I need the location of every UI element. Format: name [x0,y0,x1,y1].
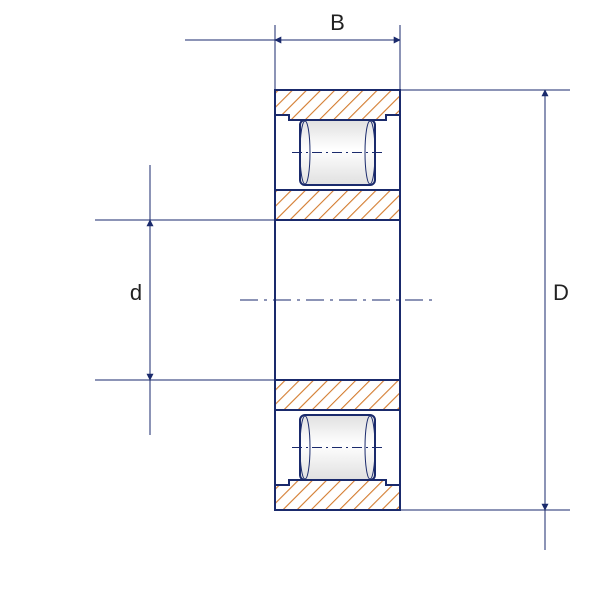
outer-ring-top [275,90,400,120]
inner-ring-bottom [275,380,400,410]
diagram-content: Bd D [95,10,570,550]
outer-ring-bottom [275,480,400,510]
label-D: D [553,280,569,305]
inner-ring-top [275,190,400,220]
label-B: B [330,10,345,35]
label-d: d [130,280,142,305]
bearing-cross-section-diagram: Bd D [0,0,600,600]
